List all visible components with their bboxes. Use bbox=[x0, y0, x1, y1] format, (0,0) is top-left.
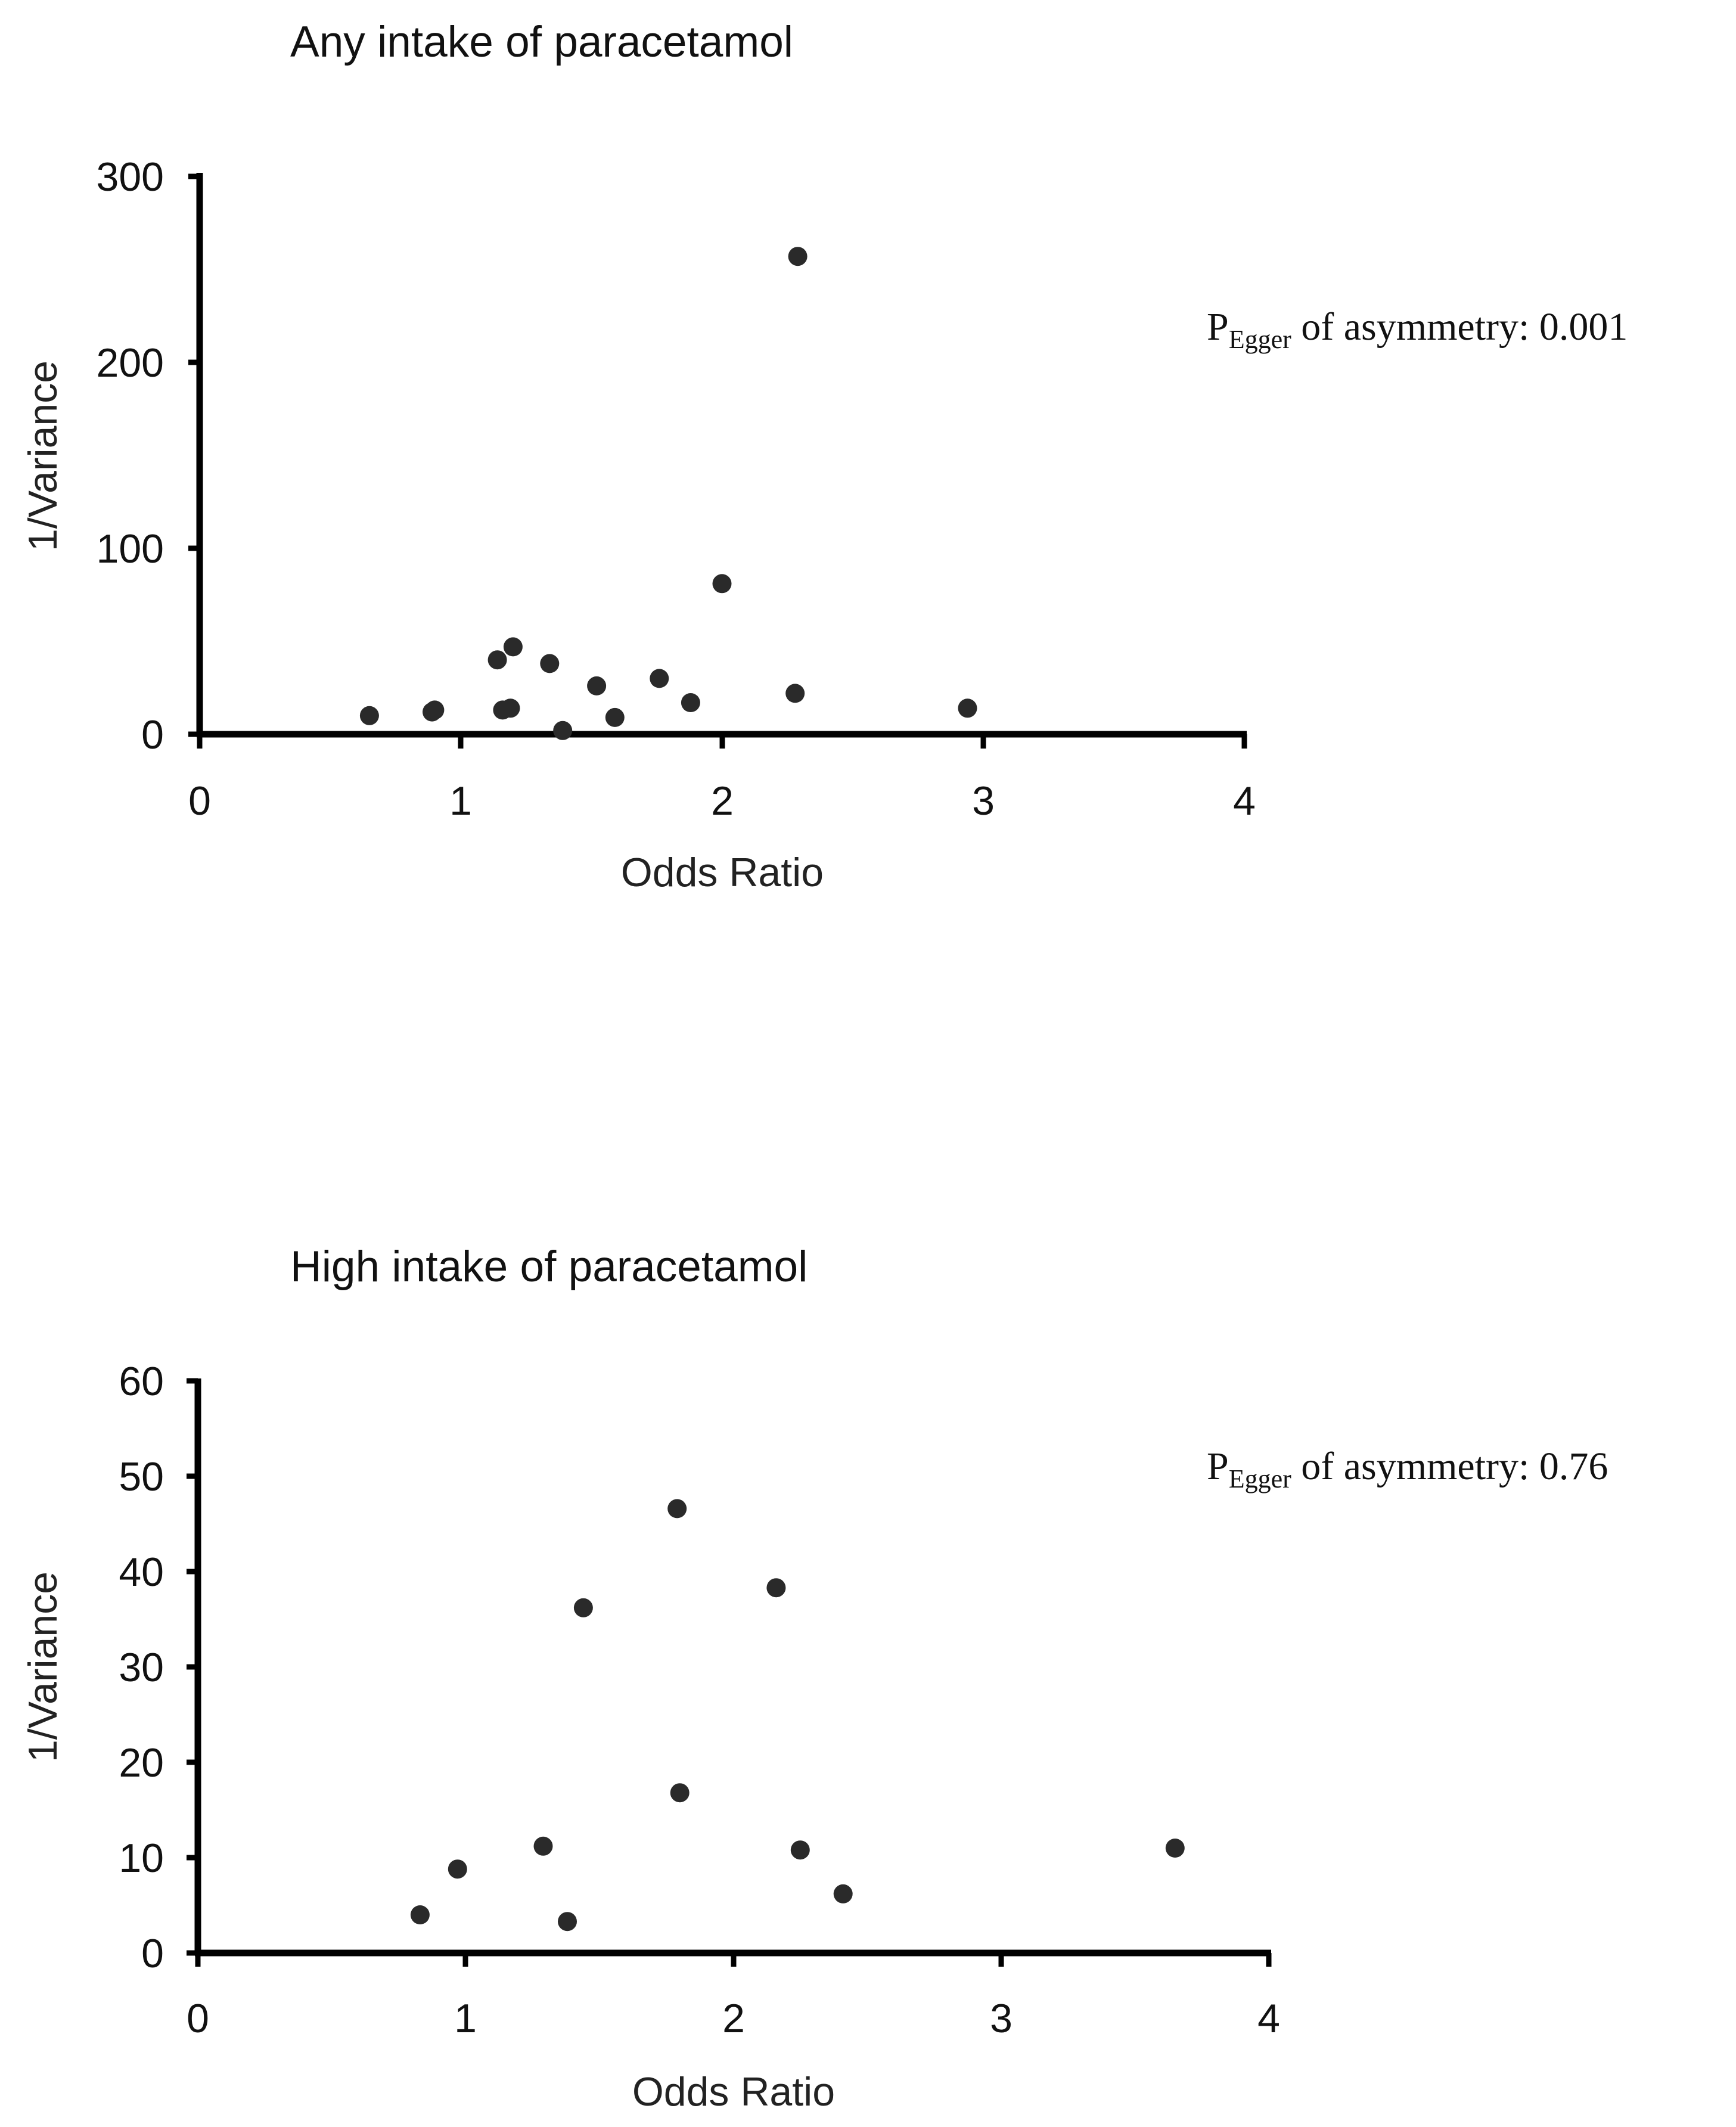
x-tick-label: 0 bbox=[187, 1996, 209, 2041]
y-tick-label: 20 bbox=[119, 1740, 164, 1786]
y-tick-label: 200 bbox=[97, 340, 164, 386]
chart-title: High intake of paracetamol bbox=[290, 1243, 808, 1291]
scatter-point bbox=[790, 1840, 810, 1860]
x-tick-label: 2 bbox=[722, 1996, 745, 2041]
scatter-point bbox=[501, 698, 520, 718]
scatter-point bbox=[587, 676, 607, 695]
x-tick-label: 1 bbox=[454, 1996, 477, 2041]
annotation-text: of asymmetry: 0.001 bbox=[1291, 305, 1628, 349]
chart-title: Any intake of paracetamol bbox=[290, 18, 793, 66]
x-tick-label: 3 bbox=[972, 778, 995, 824]
scatter-point bbox=[712, 574, 732, 594]
y-tick-label: 100 bbox=[97, 526, 164, 572]
y-tick-label: 60 bbox=[119, 1359, 164, 1404]
egger-annotation: PEgger of asymmetry: 0.76 bbox=[1207, 1445, 1608, 1493]
data-points bbox=[359, 247, 977, 740]
x-axis-label: Odds Ratio bbox=[621, 850, 824, 895]
annotation-text: of asymmetry: 0.76 bbox=[1291, 1445, 1608, 1488]
scatter-point bbox=[958, 698, 977, 718]
y-tick-label: 0 bbox=[141, 1931, 164, 1976]
x-tick-label: 3 bbox=[990, 1996, 1013, 2041]
scatter-point bbox=[650, 669, 669, 688]
scatter-point bbox=[487, 650, 507, 670]
x-tick-label: 2 bbox=[711, 778, 734, 824]
scatter-point bbox=[503, 637, 523, 657]
chart-any-intake: Any intake of paracetamol 0 100 200 300 … bbox=[20, 18, 1628, 895]
y-tick-label: 0 bbox=[141, 712, 164, 757]
annotation-subscript: Egger bbox=[1229, 1464, 1291, 1493]
y-tick-label: 50 bbox=[119, 1454, 164, 1499]
scatter-point bbox=[425, 700, 445, 720]
y-axis-label: 1/Variance bbox=[20, 361, 66, 551]
scatter-point bbox=[410, 1905, 430, 1924]
scatter-point bbox=[573, 1598, 593, 1617]
scatter-point bbox=[788, 247, 808, 266]
x-axis-label: Odds Ratio bbox=[632, 2069, 835, 2114]
chart-high-intake: High intake of paracetamol 0 10 20 30 40… bbox=[20, 1243, 1608, 2114]
annotation-prefix: P bbox=[1207, 1445, 1229, 1488]
scatter-point bbox=[533, 1836, 553, 1856]
y-tick-label: 10 bbox=[119, 1836, 164, 1881]
x-tick-label: 1 bbox=[449, 778, 472, 824]
scatter-point bbox=[766, 1578, 786, 1598]
scatter-point bbox=[605, 707, 625, 727]
scatter-point bbox=[670, 1783, 690, 1803]
egger-annotation: PEgger of asymmetry: 0.001 bbox=[1207, 305, 1628, 354]
scatter-point bbox=[558, 1912, 577, 1932]
scatter-point bbox=[448, 1859, 467, 1879]
y-tick-label: 40 bbox=[119, 1550, 164, 1595]
y-tick-label: 300 bbox=[97, 154, 164, 200]
annotation-subscript: Egger bbox=[1229, 325, 1291, 354]
y-axis-label: 1/Variance bbox=[20, 1572, 66, 1762]
y-tick-label: 30 bbox=[119, 1645, 164, 1690]
annotation-prefix: P bbox=[1207, 305, 1229, 349]
data-points bbox=[410, 1499, 1185, 1932]
scatter-point bbox=[667, 1499, 687, 1519]
scatter-point bbox=[681, 693, 700, 712]
scatter-point bbox=[833, 1884, 853, 1904]
x-tick-label: 4 bbox=[1257, 1996, 1280, 2041]
scatter-point bbox=[359, 706, 379, 725]
scatter-point bbox=[1165, 1839, 1185, 1858]
scatter-point bbox=[553, 721, 573, 740]
scatter-point bbox=[540, 654, 560, 673]
x-tick-label: 4 bbox=[1233, 778, 1256, 824]
scatter-point bbox=[785, 684, 805, 703]
x-tick-label: 0 bbox=[188, 778, 211, 824]
